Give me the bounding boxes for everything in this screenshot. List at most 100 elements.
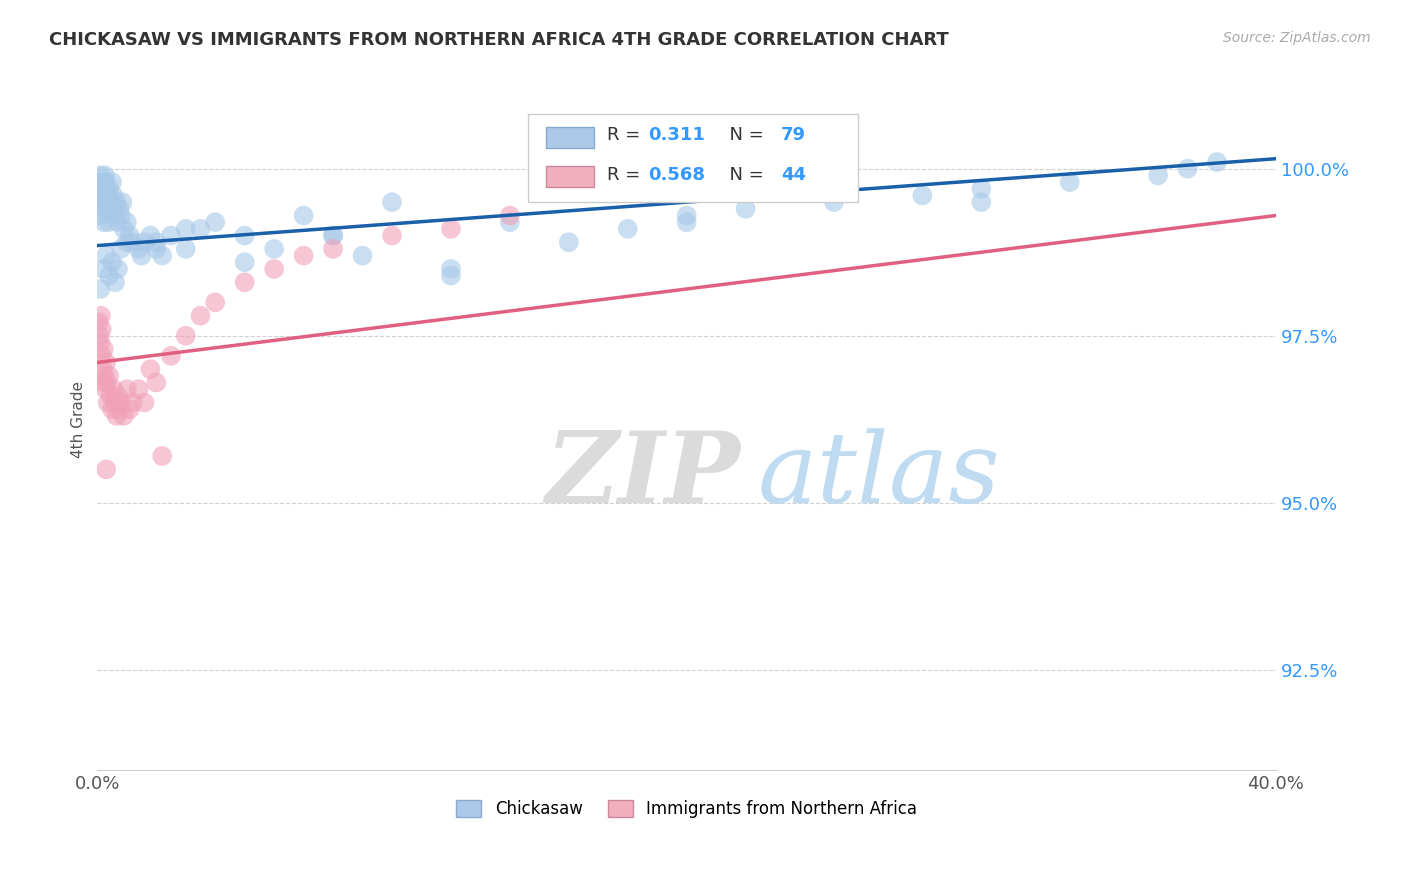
Point: [675, 215, 697, 229]
Point: [100, 389, 122, 403]
Point: [128, 382, 150, 396]
Text: Source: ZipAtlas.com: Source: ZipAtlas.com: [1223, 31, 1371, 45]
Point: [93, 342, 115, 356]
Point: [139, 228, 162, 243]
FancyBboxPatch shape: [547, 127, 593, 148]
Point: [150, 449, 173, 463]
Point: [1206, 155, 1229, 169]
Legend: Chickasaw, Immigrants from Northern Africa: Chickasaw, Immigrants from Northern Afri…: [450, 793, 924, 825]
Point: [322, 228, 344, 243]
Point: [160, 228, 183, 243]
Point: [93, 368, 115, 383]
Point: [89, 328, 111, 343]
Point: [91, 376, 114, 390]
Point: [89, 182, 111, 196]
Point: [101, 255, 124, 269]
Point: [174, 222, 197, 236]
Point: [190, 309, 212, 323]
Point: [616, 222, 638, 236]
Point: [118, 402, 141, 417]
Point: [233, 275, 256, 289]
Point: [89, 282, 111, 296]
Point: [233, 255, 256, 269]
Point: [352, 249, 374, 263]
Point: [101, 175, 124, 189]
Point: [96, 195, 118, 210]
Text: R =: R =: [606, 126, 645, 145]
Point: [322, 242, 344, 256]
Point: [98, 182, 121, 196]
Point: [112, 409, 135, 423]
Point: [98, 202, 121, 216]
Text: 79: 79: [780, 126, 806, 145]
Point: [90, 175, 112, 189]
Text: N =: N =: [718, 166, 770, 184]
Point: [970, 195, 993, 210]
Point: [87, 315, 110, 329]
Point: [100, 195, 122, 210]
Point: [103, 382, 125, 396]
Point: [121, 395, 143, 409]
Point: [440, 268, 463, 283]
Point: [292, 249, 315, 263]
Point: [96, 175, 118, 189]
Point: [139, 362, 162, 376]
Point: [322, 228, 344, 243]
Point: [381, 228, 404, 243]
Point: [110, 209, 132, 223]
Point: [87, 209, 110, 223]
Point: [108, 402, 131, 417]
Point: [97, 188, 120, 202]
Point: [90, 195, 112, 210]
Point: [174, 328, 197, 343]
Point: [97, 215, 120, 229]
Text: 44: 44: [780, 166, 806, 184]
Point: [107, 262, 129, 277]
Point: [204, 215, 226, 229]
Point: [121, 235, 143, 250]
Point: [96, 376, 118, 390]
Point: [190, 222, 212, 236]
Point: [131, 249, 153, 263]
Point: [150, 249, 173, 263]
Point: [91, 202, 114, 216]
Point: [93, 175, 115, 189]
Point: [440, 262, 463, 277]
Point: [911, 188, 934, 202]
Point: [96, 249, 118, 263]
Point: [499, 215, 522, 229]
Point: [160, 349, 183, 363]
Point: [105, 409, 128, 423]
FancyBboxPatch shape: [547, 166, 593, 187]
Point: [111, 195, 134, 210]
Point: [970, 182, 993, 196]
Point: [128, 242, 150, 256]
Point: [90, 309, 112, 323]
Point: [115, 382, 138, 396]
Point: [558, 235, 581, 250]
Point: [103, 188, 125, 202]
Point: [263, 262, 285, 277]
Point: [90, 169, 112, 183]
Text: N =: N =: [718, 126, 770, 145]
Point: [96, 202, 118, 216]
Point: [107, 215, 129, 229]
Point: [233, 228, 256, 243]
Point: [89, 195, 111, 210]
Point: [1059, 175, 1081, 189]
Point: [89, 335, 111, 350]
Point: [101, 209, 124, 223]
Point: [263, 242, 285, 256]
Point: [97, 395, 120, 409]
Point: [91, 362, 114, 376]
Point: [101, 402, 124, 417]
Point: [107, 389, 129, 403]
Point: [174, 242, 197, 256]
Point: [93, 215, 115, 229]
Point: [90, 349, 112, 363]
Point: [110, 395, 132, 409]
Point: [94, 182, 117, 196]
Point: [94, 382, 117, 396]
Point: [145, 235, 167, 250]
Point: [108, 202, 131, 216]
